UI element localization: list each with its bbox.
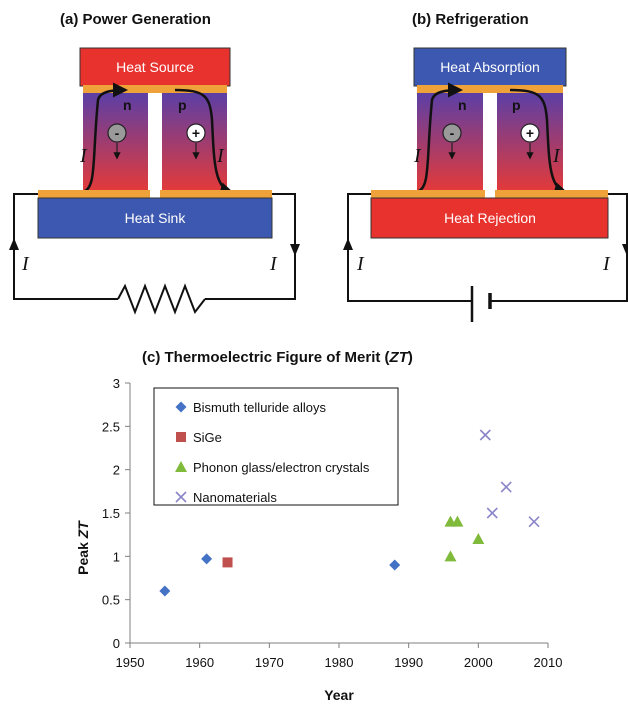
x-tick-label: 2010	[534, 655, 563, 670]
data-point-diamond	[389, 559, 401, 571]
current-label-left: I	[413, 145, 422, 167]
current-label-left: I	[79, 145, 88, 167]
legend: Bismuth telluride alloys SiGe Phonon glass…	[153, 387, 399, 506]
panel-refrigeration: (b) Refrigeration Heat Absorption n p - …	[343, 11, 628, 322]
wire-arrow-down-icon	[622, 244, 628, 256]
bottom-contact-right	[160, 190, 272, 198]
data-point-triangle	[444, 550, 457, 562]
legend-label: SiGe	[193, 430, 222, 445]
x-tick-label: 1980	[325, 655, 354, 670]
wire-arrow-down-icon	[290, 244, 300, 256]
wire-current-label-left: I	[356, 253, 365, 275]
y-tick-label: 3	[113, 376, 120, 391]
y-tick-group: 0 0.5 1 1.5 2 2.5 3	[102, 376, 130, 651]
data-point-triangle	[472, 533, 485, 544]
x-tick-label: 2000	[464, 655, 493, 670]
x-tick-group: 1950 1960 1970 1980 1990 2000 2010	[116, 643, 563, 670]
y-tick-label: 2	[113, 463, 120, 478]
heat-sink-block	[37, 197, 273, 239]
heat-sink-label: Heat Sink	[125, 210, 187, 226]
plus-sign: +	[526, 125, 534, 141]
panel-a-title: (a) Power Generation	[60, 11, 211, 28]
panel-power-generation: (a) Power Generation Heat Source n p - +…	[9, 11, 300, 315]
panel-b-title: (b) Refrigeration	[412, 11, 529, 28]
legend-box	[153, 387, 399, 506]
bottom-contact-right	[495, 190, 608, 198]
current-arrow-right-icon	[174, 88, 235, 197]
panel-zt-chart: (c) Thermoelectric Figure of Merit (ZT) …	[75, 349, 562, 703]
x-tick-label: 1970	[255, 655, 284, 670]
wire-current-label-right: I	[602, 253, 611, 275]
y-tick-label: 1.5	[102, 506, 120, 521]
heat-rejection-block	[370, 197, 609, 239]
data-point-triangle	[451, 515, 464, 527]
x-tick-label: 1990	[394, 655, 423, 670]
y-axis-label: Peak ZT	[75, 520, 91, 575]
current-arrow-left-icon	[81, 82, 128, 194]
data-point-diamond	[159, 585, 171, 597]
wire-arrow-up-icon	[343, 238, 353, 250]
legend-marker-diamond	[175, 401, 187, 413]
legend-label: Nanomaterials	[193, 490, 277, 505]
heat-source-label: Heat Source	[116, 59, 194, 75]
electron-symbol-icon	[442, 123, 462, 143]
circuit-wire-right	[490, 194, 628, 302]
bottom-contact-left	[371, 190, 485, 198]
bottom-contact-left	[38, 190, 150, 198]
legend-marker-triangle	[175, 461, 187, 472]
hole-symbol-icon	[520, 123, 540, 143]
electron-symbol-icon	[107, 123, 127, 143]
data-point-x	[500, 481, 512, 493]
y-tick-label: 0.5	[102, 593, 120, 608]
data-point-x	[486, 507, 498, 519]
minus-sign: -	[450, 125, 455, 141]
heat-absorption-block	[413, 47, 567, 87]
resistor-load-icon	[117, 283, 206, 315]
x-axis-label: Year	[324, 687, 354, 703]
legend-label: Phonon glass/electron crystals	[193, 460, 370, 475]
top-contact	[83, 85, 227, 93]
data-point-diamond	[201, 553, 213, 565]
y-tick-label: 0	[113, 636, 120, 651]
plus-sign: +	[192, 125, 200, 141]
legend-label: Bismuth telluride alloys	[193, 400, 326, 415]
heat-rejection-label: Heat Rejection	[444, 210, 536, 226]
data-point-square	[222, 557, 233, 568]
hole-symbol-icon	[186, 123, 206, 143]
y-tick-label: 1	[113, 549, 120, 564]
wire-arrow-up-icon	[9, 238, 19, 250]
top-contact	[417, 85, 563, 93]
x-tick-label: 1960	[185, 655, 214, 670]
y-tick-label: 2.5	[102, 419, 120, 434]
legend-marker-x	[175, 491, 187, 503]
data-point-x	[479, 429, 491, 441]
current-label-right: I	[216, 145, 225, 167]
minus-sign: -	[115, 125, 120, 141]
p-label: p	[178, 97, 187, 113]
x-tick-label: 1950	[116, 655, 145, 670]
legend-marker-square	[176, 432, 186, 442]
wire-current-label-right: I	[269, 253, 278, 275]
n-label: n	[458, 97, 467, 113]
p-label: p	[512, 97, 521, 113]
heat-absorption-label: Heat Absorption	[440, 59, 540, 75]
data-points	[159, 429, 540, 597]
data-point-x	[528, 516, 540, 528]
current-label-right: I	[552, 145, 561, 167]
current-arrow-right-icon	[509, 88, 569, 197]
chart-title: (c) Thermoelectric Figure of Merit (ZT)	[142, 349, 413, 366]
n-label: n	[123, 97, 132, 113]
current-arrow-left-icon	[415, 82, 463, 194]
heat-source-block	[79, 47, 231, 87]
wire-current-label-left: I	[21, 253, 30, 275]
